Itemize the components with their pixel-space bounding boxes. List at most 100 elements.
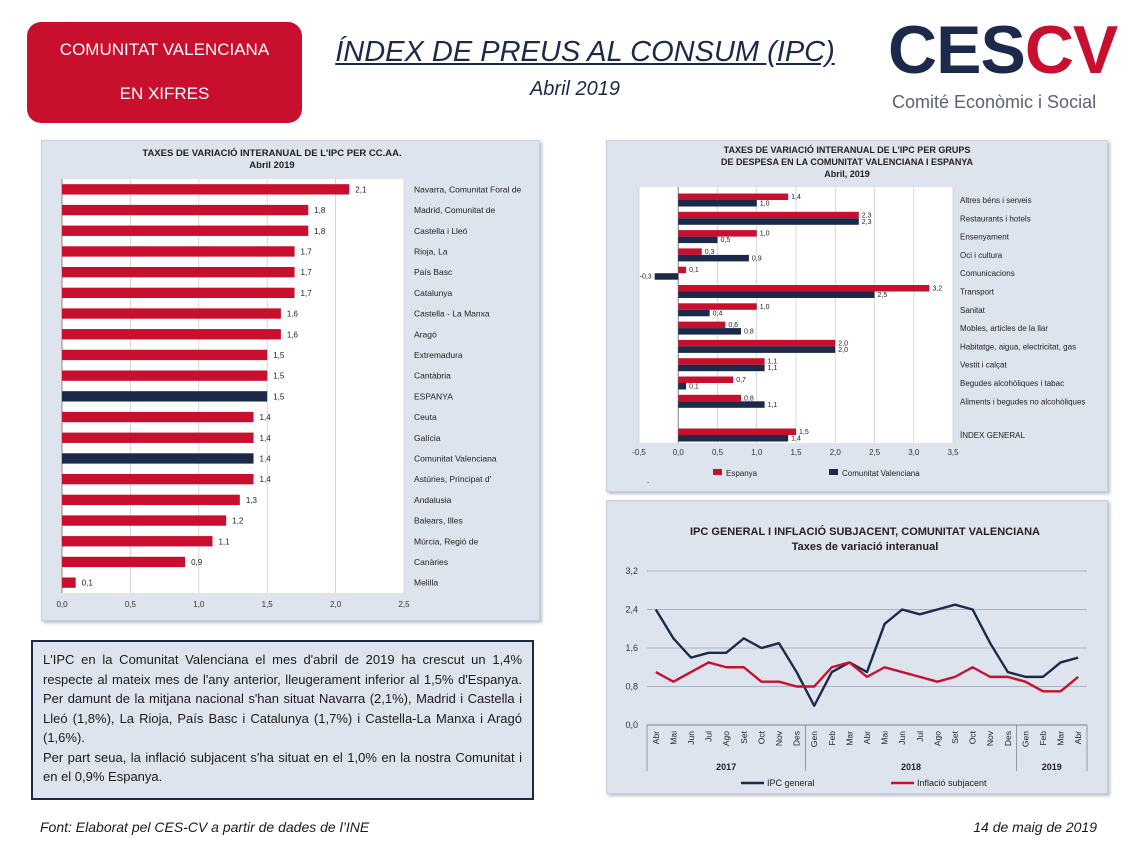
chart2-bar-espanya — [678, 266, 687, 274]
chart2-bar-espanya — [678, 394, 742, 402]
chart2-legend-swatch-espanya — [713, 469, 722, 475]
chart2-data-label: 0,6 — [728, 322, 738, 329]
chart3-x-tick-label: Feb — [1038, 731, 1048, 746]
chart1-x-tick-label: 2,0 — [330, 600, 342, 609]
chart2-data-label: 1,5 — [799, 429, 809, 436]
chart1-data-label: 1,6 — [287, 330, 299, 339]
chart2-bar-espanya — [678, 358, 765, 365]
chart1-title: TAXES DE VARIACIÓ INTERANUAL DE L'IPC PE… — [142, 147, 401, 159]
chart3-x-tick-label: Mai — [668, 731, 678, 745]
chart1-category-label: Balears, Illes — [414, 516, 463, 526]
ccaa-bar-chart: TAXES DE VARIACIÓ INTERANUAL DE L'IPC PE… — [56, 147, 522, 609]
chart1-data-label: 1,5 — [273, 351, 285, 360]
chart2-x-tick-label: 2,0 — [830, 448, 842, 457]
chart1-bar — [62, 349, 268, 361]
chart2-bar-espanya — [678, 285, 930, 292]
chart3-x-tick-label: Jul — [704, 731, 714, 742]
chart1-data-label: 1,7 — [301, 247, 313, 256]
chart1-data-label: 1,8 — [314, 206, 326, 215]
chart3-x-tick-label: Oct — [756, 730, 766, 744]
chart3-x-tick-label: Abr — [651, 731, 661, 744]
chart2-title-line1: TAXES DE VARIACIÓ INTERANUAL DE L'IPC PE… — [724, 144, 971, 155]
chart1-bar — [62, 391, 268, 402]
chart2-data-label: 1,0 — [760, 231, 770, 238]
chart3-x-tick-label: Des — [792, 731, 802, 746]
chart2-data-label: 1,0 — [760, 201, 770, 208]
chart1-x-tick-label: 1,5 — [262, 600, 274, 609]
chart3-x-tick-label: Nov — [774, 730, 784, 746]
logo-tagline: Comité Econòmic i Social — [892, 92, 1097, 112]
chart2-bar-espanya — [678, 321, 726, 329]
chart1-bar — [62, 577, 76, 588]
chart2-data-label: 0,4 — [713, 310, 723, 317]
chart2-category-label: Restaurants i hotels — [960, 214, 1031, 223]
chart3-x-tick-label: Gen — [1020, 731, 1030, 747]
chart1-data-label: 1,6 — [287, 310, 299, 319]
chart1-data-label: 0,9 — [191, 558, 203, 567]
chart1-data-label: 1,7 — [301, 268, 313, 277]
chart3-y-tick-label: 1,6 — [625, 643, 638, 653]
chart2-data-label: 1,4 — [791, 194, 801, 201]
chart3-x-tick-label: Mar — [1056, 731, 1066, 746]
chart2-bar-espanya — [678, 339, 836, 347]
page-title: ÍNDEX DE PREUS AL CONSUM (IPC) — [335, 36, 835, 68]
chart1-bar — [62, 411, 254, 423]
chart1-category-label: Navarra, Comunitat Foral de — [414, 184, 522, 194]
chart2-bar-cv — [678, 435, 789, 442]
chart2-x-tick-label: 0,0 — [673, 448, 685, 457]
chart3-x-tick-label: Mar — [844, 731, 854, 746]
chart2-data-label: 0,8 — [744, 395, 754, 402]
chart2-subtitle: Abril, 2019 — [824, 169, 870, 179]
chart3-x-tick-label: Set — [739, 730, 749, 743]
chart3-year-label: 2019 — [1042, 762, 1062, 772]
chart1-category-label: País Basc — [414, 267, 453, 277]
chart2-data-label: 0,1 — [689, 384, 699, 391]
chart2-data-label: 1,1 — [768, 359, 778, 366]
chart3-y-tick-label: 0,0 — [625, 720, 638, 730]
chart3-title: IPC GENERAL I INFLACIÓ SUBJACENT, COMUNI… — [690, 525, 1040, 538]
chart3-x-tick-label: Ago — [932, 731, 942, 746]
chart2-category-label: Oci i cultura — [960, 251, 1003, 260]
chart2-bar-cv — [678, 328, 742, 335]
chart1-category-label: Comunitat Valenciana — [414, 453, 497, 463]
chart2-category-label: Mobles, articles de la llar — [960, 324, 1048, 333]
chart1-category-label: Catalunya — [414, 288, 453, 298]
chart1-data-label: 1,4 — [260, 413, 272, 422]
chart2-data-label: 1,0 — [760, 304, 770, 311]
chart1-bar — [62, 370, 268, 381]
chart2-bar-cv — [678, 364, 765, 372]
chart2-data-label: 1,1 — [768, 402, 778, 409]
chart3-y-tick-label: 0,8 — [625, 682, 638, 692]
chart2-data-label: 0,8 — [744, 329, 754, 336]
chart3-y-tick-label: 2,4 — [625, 605, 638, 615]
chart2-bar-cv — [678, 236, 718, 244]
source-note: Font: Elaborat pel CES-CV a partir de da… — [40, 819, 370, 835]
summary-paragraph-2: Per part seua, la inflació subjacent s'h… — [43, 749, 522, 785]
ipc-line-chart-panel: IPC GENERAL I INFLACIÓ SUBJACENT, COMUNI… — [606, 500, 1108, 794]
chart2-category-label: Habitatge, aigua, electricitat, gas — [960, 342, 1076, 351]
chart2-category-label: Ensenyament — [960, 233, 1010, 242]
chart1-x-tick-label: 0,0 — [56, 600, 68, 609]
chart1-bar — [62, 453, 254, 464]
chart2-category-label: Comunicacions — [960, 269, 1015, 278]
chart3-x-tick-label: Set — [950, 730, 960, 743]
chart2-bar-espanya — [678, 248, 702, 255]
chart3-x-tick-label: Mai — [880, 731, 890, 745]
chart1-category-label: Aragó — [414, 329, 437, 339]
chart2-title-line2: DE DESPESA EN LA COMUNITAT VALENCIANA I … — [721, 157, 974, 167]
chart2-data-label: -0,3 — [640, 274, 652, 281]
chart1-bar — [62, 184, 350, 195]
chart1-data-label: 1,5 — [273, 392, 285, 401]
chart2-x-tick-label: 2,5 — [869, 448, 881, 457]
chart2-bar-espanya — [678, 428, 796, 435]
chart1-data-label: 1,2 — [232, 517, 244, 526]
badge-line2: EN XIFRES — [119, 84, 210, 103]
chart3-line-ipc-general — [654, 603, 1079, 707]
chart1-data-label: 1,1 — [218, 537, 230, 546]
chart2-bar-espanya — [678, 211, 859, 219]
chart2-data-label: 0,3 — [705, 249, 715, 256]
region-badge: COMUNITAT VALENCIANA EN XIFRES — [27, 22, 302, 123]
chart3-x-tick-label: Nov — [985, 730, 995, 746]
chart3-x-tick-label: Oct — [968, 730, 978, 744]
summary-paragraph-1: L'IPC en la Comunitat Valenciana el mes … — [43, 652, 522, 745]
